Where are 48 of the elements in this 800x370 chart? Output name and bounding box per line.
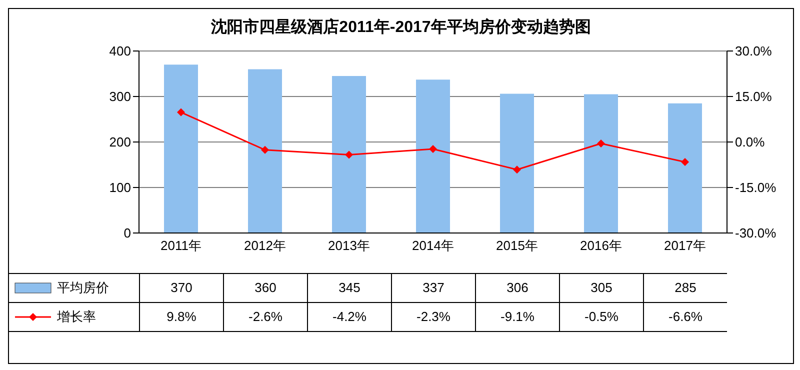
y2-tick-label: -15.0% bbox=[735, 180, 777, 196]
x-tick-label: 2014年 bbox=[412, 238, 454, 254]
data-label: 306 bbox=[475, 274, 559, 302]
data-label: 360 bbox=[223, 274, 307, 302]
point bbox=[597, 140, 605, 148]
y2-tick-label: 30.0% bbox=[735, 44, 772, 59]
point bbox=[681, 158, 689, 166]
y-tick-label: 400 bbox=[109, 44, 131, 59]
bar bbox=[584, 94, 618, 233]
point bbox=[261, 146, 269, 154]
point bbox=[177, 108, 185, 116]
data-label: -9.1% bbox=[475, 303, 559, 331]
data-label: 345 bbox=[307, 274, 391, 302]
legend-label: 增长率 bbox=[57, 308, 96, 326]
chart-title: 沈阳市四星级酒店2011年-2017年平均房价变动趋势图 bbox=[210, 17, 592, 38]
point bbox=[429, 144, 437, 153]
y2-tick-label: -30.0% bbox=[735, 226, 777, 241]
x-tick-label: 2012年 bbox=[244, 238, 286, 254]
data-label: -4.2% bbox=[307, 303, 391, 331]
x-tick-label: 2013年 bbox=[328, 238, 370, 254]
data-label: -2.6% bbox=[223, 303, 307, 331]
bar bbox=[332, 76, 366, 233]
data-label: 285 bbox=[643, 274, 727, 302]
data-label: -2.3% bbox=[391, 303, 475, 331]
y-tick-label: 0 bbox=[124, 226, 131, 241]
data-label: -6.6% bbox=[643, 303, 727, 331]
x-tick-label: 2015年 bbox=[496, 238, 538, 254]
bar bbox=[164, 64, 198, 233]
data-label: 337 bbox=[391, 274, 475, 302]
data-label: 370 bbox=[139, 274, 223, 302]
legend-label: 平均房价 bbox=[57, 279, 109, 297]
y-tick-label: 200 bbox=[109, 134, 131, 150]
x-tick-label: 2011年 bbox=[160, 238, 202, 254]
bar bbox=[416, 80, 450, 233]
y2-tick-label: 0.0% bbox=[735, 134, 766, 150]
data-label: 9.8% bbox=[139, 303, 223, 331]
data-label: 305 bbox=[559, 274, 643, 302]
y2-tick-label: 15.0% bbox=[735, 89, 772, 104]
y-tick-label: 300 bbox=[109, 89, 131, 104]
bar bbox=[500, 94, 534, 233]
x-tick-label: 2016年 bbox=[580, 238, 622, 254]
point bbox=[345, 150, 353, 159]
data-label: -0.5% bbox=[559, 303, 643, 331]
bar bbox=[668, 103, 702, 233]
y-tick-label: 100 bbox=[109, 180, 131, 196]
x-tick-label: 2017年 bbox=[664, 238, 706, 254]
point bbox=[513, 166, 521, 174]
bar bbox=[248, 69, 282, 233]
